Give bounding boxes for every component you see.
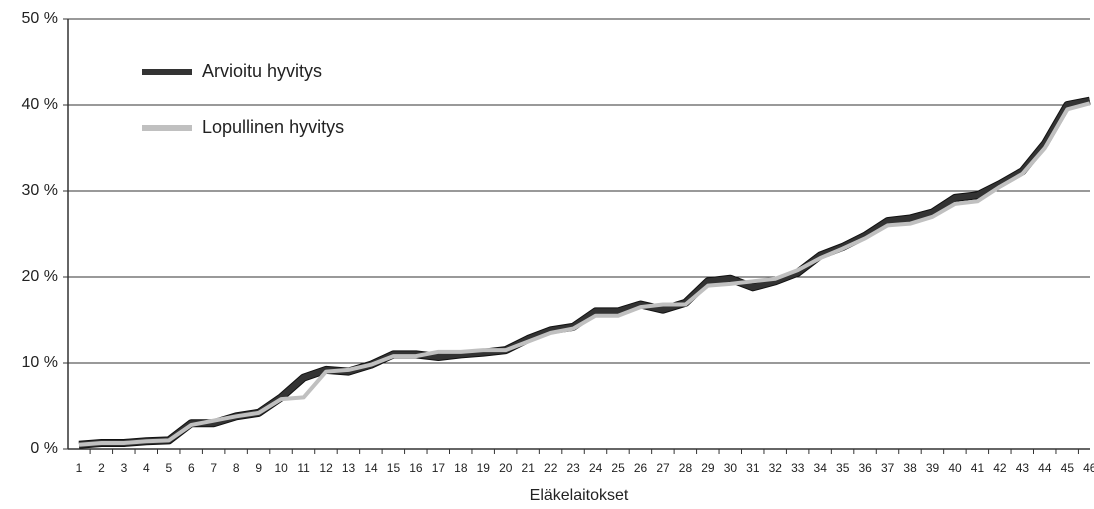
x-tick-label: 14 <box>364 461 378 475</box>
x-tick-label: 9 <box>255 461 262 475</box>
x-tick-label: 45 <box>1061 461 1075 475</box>
x-tick-label: 28 <box>679 461 693 475</box>
legend-label: Arvioitu hyvitys <box>202 61 322 81</box>
x-tick-label: 43 <box>1016 461 1030 475</box>
x-tick-label: 7 <box>210 461 217 475</box>
legend-label: Lopullinen hyvitys <box>202 117 344 137</box>
x-tick-label: 41 <box>971 461 985 475</box>
x-tick-label: 33 <box>791 461 805 475</box>
x-tick-label: 39 <box>926 461 940 475</box>
x-tick-label: 46 <box>1083 461 1094 475</box>
x-tick-label: 26 <box>634 461 648 475</box>
y-tick-label: 40 % <box>22 96 58 113</box>
x-tick-label: 32 <box>769 461 783 475</box>
series-line <box>78 97 1091 448</box>
x-tick-label: 40 <box>948 461 962 475</box>
x-tick-label: 17 <box>432 461 446 475</box>
x-tick-label: 13 <box>342 461 356 475</box>
x-tick-label: 8 <box>233 461 240 475</box>
series-outline <box>78 96 1091 449</box>
x-tick-label: 42 <box>993 461 1007 475</box>
x-tick-label: 15 <box>387 461 401 475</box>
x-tick-label: 1 <box>76 461 83 475</box>
x-tick-label: 25 <box>611 461 625 475</box>
y-tick-label: 30 % <box>22 182 58 199</box>
x-tick-label: 24 <box>589 461 603 475</box>
x-tick-label: 23 <box>566 461 580 475</box>
y-tick-label: 20 % <box>22 268 58 285</box>
x-tick-label: 20 <box>499 461 513 475</box>
y-tick-label: 50 % <box>22 10 58 27</box>
x-tick-label: 22 <box>544 461 558 475</box>
x-tick-label: 4 <box>143 461 150 475</box>
x-tick-label: 18 <box>454 461 468 475</box>
x-tick-label: 2 <box>98 461 105 475</box>
x-tick-label: 34 <box>814 461 828 475</box>
x-tick-label: 3 <box>121 461 128 475</box>
x-tick-label: 31 <box>746 461 760 475</box>
x-tick-label: 5 <box>166 461 173 475</box>
y-tick-label: 10 % <box>22 354 58 371</box>
x-tick-label: 12 <box>319 461 333 475</box>
x-tick-label: 11 <box>297 461 310 475</box>
x-tick-label: 30 <box>724 461 738 475</box>
x-tick-label: 37 <box>881 461 895 475</box>
x-tick-label: 35 <box>836 461 850 475</box>
x-tick-label: 10 <box>274 461 288 475</box>
x-tick-label: 36 <box>858 461 872 475</box>
x-tick-label: 27 <box>656 461 670 475</box>
x-axis-title: Eläkelaitokset <box>530 487 629 504</box>
x-tick-label: 19 <box>477 461 491 475</box>
y-tick-label: 0 % <box>30 440 58 457</box>
series-line <box>78 101 1091 447</box>
x-tick-label: 6 <box>188 461 195 475</box>
x-tick-label: 29 <box>701 461 715 475</box>
x-tick-label: 21 <box>522 461 536 475</box>
x-tick-label: 38 <box>903 461 917 475</box>
x-tick-label: 44 <box>1038 461 1052 475</box>
x-tick-label: 16 <box>409 461 423 475</box>
